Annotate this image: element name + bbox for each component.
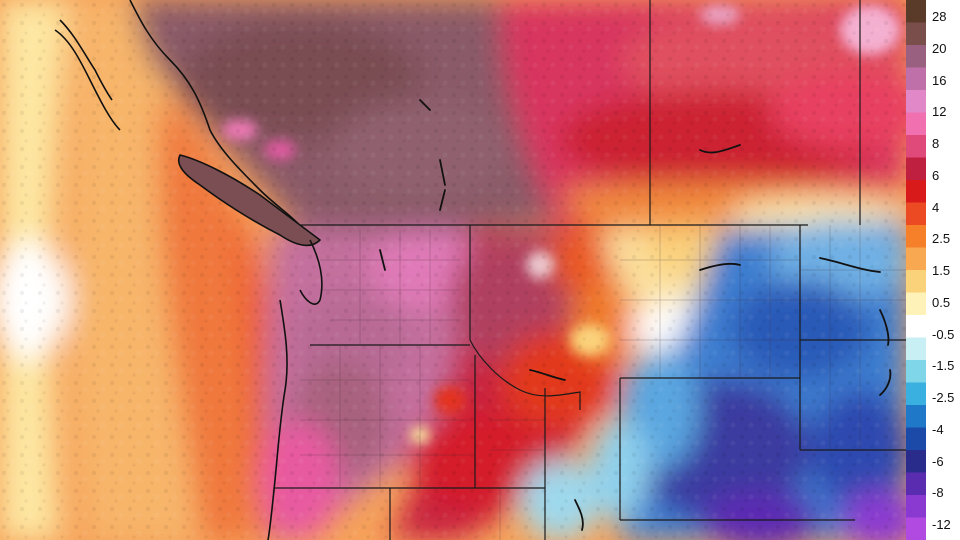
legend-swatch (906, 0, 926, 23)
legend-swatch (906, 112, 926, 136)
legend-tick-label: 12 (932, 104, 947, 120)
lakes (379, 99, 892, 531)
legend-swatch (906, 360, 926, 383)
puget-sound (299, 239, 323, 305)
vancouver-island (178, 154, 321, 247)
legend-swatch (906, 472, 926, 496)
legend-swatch (906, 450, 926, 473)
legend-swatch (906, 202, 926, 226)
legend-swatch (906, 270, 926, 293)
legend-tick-label: 6 (932, 167, 940, 183)
legend-tick-label: 2.5 (932, 231, 951, 247)
legend-tick-label: -4 (932, 421, 944, 437)
legend-swatch (906, 90, 926, 113)
state-borders (275, 0, 906, 540)
legend-tick-label: 28 (932, 9, 947, 24)
legend-tick-label: 8 (932, 136, 940, 151)
legend-swatch (906, 427, 926, 451)
legend-swatch (906, 495, 926, 518)
legend-tick-label: 20 (932, 40, 947, 56)
legend-swatch (906, 247, 926, 271)
legend-tick-label: -1.5 (932, 358, 955, 374)
legend-tick-label: -6 (932, 453, 944, 469)
legend-swatch (906, 337, 926, 361)
county-borders (300, 225, 906, 540)
legend-swatch (906, 517, 926, 540)
legend-swatch (906, 22, 926, 46)
legend-tick-label: -12 (932, 517, 951, 532)
legend-tick-label: -8 (932, 485, 944, 501)
legend-tick-label: -2.5 (932, 390, 955, 405)
color-legend: 28 20 16 12 8 6 4 2.5 1.5 0.5 -0.5 -1.5 -2.5 -4 -6 -8 -1… (906, 0, 960, 540)
legend-swatch (906, 157, 926, 181)
legend-swatch (906, 135, 926, 158)
legend-swatch (906, 315, 926, 338)
legend-swatch (906, 180, 926, 203)
legend-tick-label: -0.5 (932, 326, 955, 342)
legend-tick-label: 0.5 (932, 294, 951, 310)
legend-tick-label: 4 (932, 199, 940, 215)
legend-swatch (906, 45, 926, 68)
legend-swatch (906, 292, 926, 316)
color-legend-bar (906, 0, 926, 540)
legend-tick-label: 16 (932, 72, 947, 88)
legend-swatch (906, 382, 926, 406)
legend-swatch (906, 405, 926, 428)
legend-swatch (906, 67, 926, 91)
legend-swatch (906, 225, 926, 248)
coastline (54, 0, 323, 540)
temperature-anomaly-map (0, 0, 906, 540)
legend-tick-label: 1.5 (932, 263, 951, 278)
